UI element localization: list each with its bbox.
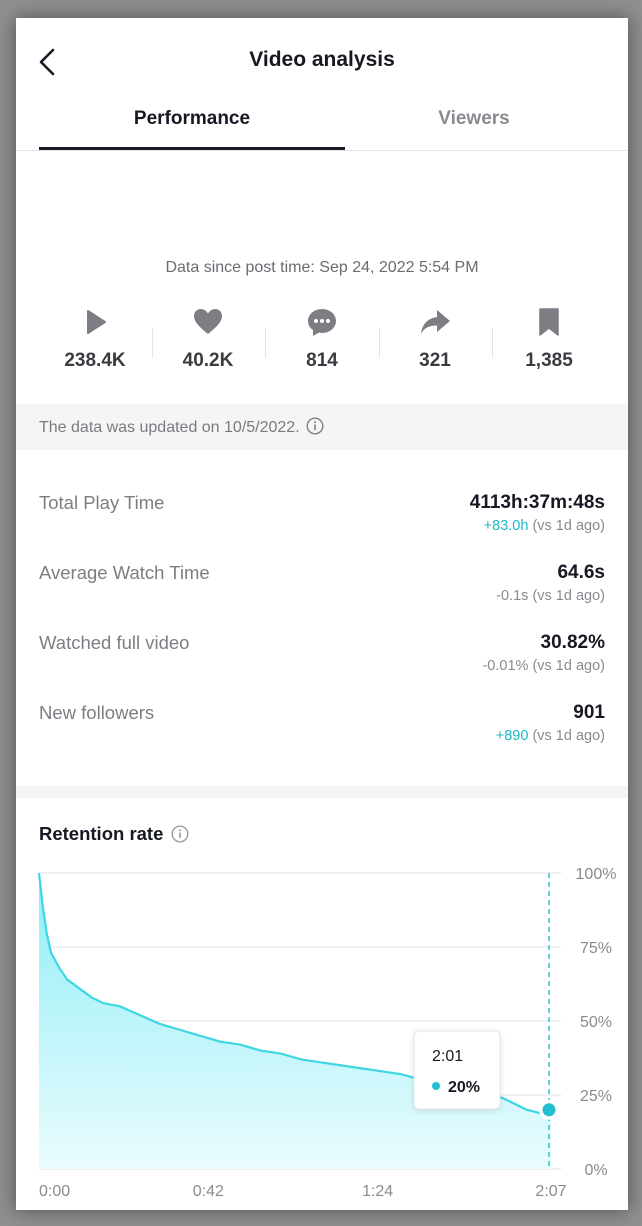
x-tick-label: 2:07 xyxy=(535,1183,566,1200)
data-since-text: Data since post time: Sep 24, 2022 5:54 … xyxy=(165,259,479,276)
tooltip-time: 2:01 xyxy=(432,1048,463,1065)
tooltip-value: 20% xyxy=(448,1079,480,1096)
metric-label: Total Play Time xyxy=(39,492,165,513)
info-icon[interactable] xyxy=(306,417,324,440)
retention-title: Retention rate xyxy=(39,823,189,848)
stat-likes: 40.2K xyxy=(151,306,265,372)
retention-chart-svg[interactable]: 0% 25% 50% 75% 100% 0:00 0:42 1:24 2:07 2:01 20% xyxy=(16,858,628,1210)
active-tab-indicator xyxy=(39,147,345,150)
metric-delta-suffix: (vs 1d ago) xyxy=(532,658,605,674)
stat-divider xyxy=(152,328,153,358)
metric-delta-value: +83.0h xyxy=(483,518,529,534)
metric-label: New followers xyxy=(39,702,155,723)
tab-bar: Performance Viewers xyxy=(16,106,628,151)
metric-label: Watched full video xyxy=(39,632,190,653)
metric-delta: -0.01% (vs 1d ago) xyxy=(482,658,605,674)
y-tick-label: 50% xyxy=(580,1014,612,1031)
play-icon xyxy=(87,310,106,334)
x-tick-label: 0:42 xyxy=(193,1183,224,1200)
metric-delta-value: -0.01% xyxy=(482,658,529,674)
retention-info-icon[interactable] xyxy=(171,825,189,848)
stat-divider xyxy=(492,328,493,358)
back-button[interactable] xyxy=(36,46,60,78)
chevron-left-icon xyxy=(39,48,55,76)
bookmark-icon xyxy=(539,308,559,336)
metric-delta-value: +890 xyxy=(495,728,529,744)
retention-chart[interactable]: 0% 25% 50% 75% 100% 0:00 0:42 1:24 2:07 2:01 20% xyxy=(16,858,628,1210)
stats-row: 238.4K 40.2K 814 321 xyxy=(16,306,628,386)
metric-watched-full-video: Watched full video 30.82% -0.01% (vs 1d … xyxy=(39,618,605,682)
metric-delta-suffix: (vs 1d ago) xyxy=(532,518,605,534)
tab-viewers[interactable]: Viewers xyxy=(438,108,510,129)
stat-shares-value: 321 xyxy=(419,350,451,371)
metric-average-watch-time: Average Watch Time 64.6s -0.1s (vs 1d ag… xyxy=(39,548,605,612)
y-tick-label: 0% xyxy=(584,1162,607,1179)
metric-value: 64.6s xyxy=(557,562,605,583)
x-tick-label: 1:24 xyxy=(362,1183,393,1200)
heart-icon xyxy=(194,309,222,334)
metric-delta-value: -0.1s xyxy=(496,588,529,604)
stat-shares: 321 xyxy=(378,306,492,372)
metric-delta: -0.1s (vs 1d ago) xyxy=(496,588,605,604)
stat-likes-value: 40.2K xyxy=(182,350,234,371)
tooltip-dot xyxy=(432,1082,440,1090)
data-updated-text: The data was updated on 10/5/2022. xyxy=(39,419,300,436)
stat-saves-value: 1,385 xyxy=(525,350,573,371)
stat-saves: 1,385 xyxy=(492,306,606,372)
metric-delta-suffix: (vs 1d ago) xyxy=(532,588,605,604)
highlight-point[interactable] xyxy=(542,1103,556,1117)
stat-comments-value: 814 xyxy=(306,350,338,371)
header: Video analysis xyxy=(16,18,628,106)
share-icon xyxy=(421,310,450,334)
chart-tooltip xyxy=(413,1030,501,1110)
metric-delta-suffix: (vs 1d ago) xyxy=(532,728,605,744)
section-divider xyxy=(16,786,628,798)
y-tick-label: 25% xyxy=(580,1088,612,1105)
metric-value: 901 xyxy=(573,702,605,723)
stat-views: 238.4K xyxy=(38,306,152,372)
data-updated-bar: The data was updated on 10/5/2022. xyxy=(16,404,628,450)
y-tick-label: 100% xyxy=(576,866,617,883)
comment-icon xyxy=(308,309,336,336)
metric-new-followers: New followers 901 +890 (vs 1d ago) xyxy=(39,688,605,752)
stat-views-value: 238.4K xyxy=(64,350,126,371)
retention-title-text: Retention rate xyxy=(39,823,164,844)
app-screen: Video analysis Performance Viewers Data … xyxy=(16,18,628,1210)
y-tick-label: 75% xyxy=(580,940,612,957)
metric-delta: +890 (vs 1d ago) xyxy=(496,728,605,744)
stat-comments: 814 xyxy=(265,306,379,372)
metric-label: Average Watch Time xyxy=(39,562,210,583)
page-title: Video analysis xyxy=(249,48,395,71)
metric-delta: +83.0h (vs 1d ago) xyxy=(484,518,605,534)
tab-performance[interactable]: Performance xyxy=(133,108,251,129)
metric-total-play-time: Total Play Time 4113h:37m:48s +83.0h (vs… xyxy=(39,478,605,542)
stat-divider xyxy=(379,328,380,358)
x-tick-label: 0:00 xyxy=(39,1183,70,1200)
metric-value: 4113h:37m:48s xyxy=(469,492,605,513)
stat-divider xyxy=(265,328,266,358)
metric-value: 30.82% xyxy=(540,632,605,653)
